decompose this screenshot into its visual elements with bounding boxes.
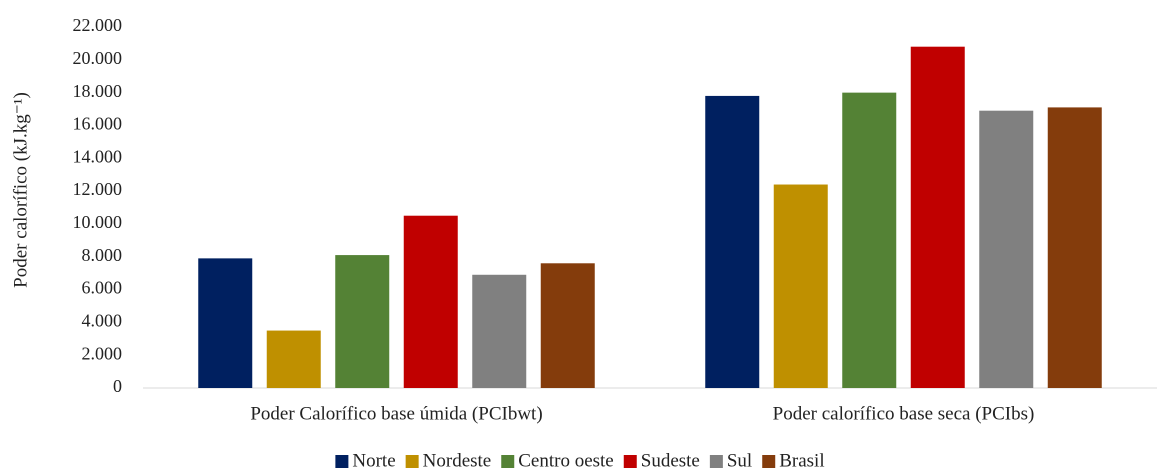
legend-swatch xyxy=(623,455,637,468)
bar xyxy=(472,274,527,388)
y-tick-label: 20.000 xyxy=(73,48,123,68)
legend-swatch xyxy=(335,455,349,468)
y-tick-label: 4.000 xyxy=(82,310,123,330)
legend-label: Nordeste xyxy=(423,450,492,471)
y-tick-label: 18.000 xyxy=(73,81,123,101)
y-tick-label: 22.000 xyxy=(73,15,123,35)
bar xyxy=(266,330,321,388)
bar xyxy=(540,263,595,388)
legend-swatch xyxy=(501,455,515,468)
legend-label: Sudeste xyxy=(641,450,700,471)
y-tick-label: 14.000 xyxy=(73,146,123,166)
bar xyxy=(910,46,965,388)
y-tick-label: 8.000 xyxy=(82,245,123,265)
bar xyxy=(1047,107,1102,389)
legend-label: Brasil xyxy=(779,450,824,471)
legend-label: Norte xyxy=(352,450,395,471)
y-tick-label: 10.000 xyxy=(73,212,123,232)
y-tick-label: 12.000 xyxy=(73,179,123,199)
y-tick-label: 6.000 xyxy=(82,278,123,298)
bar xyxy=(403,215,458,388)
x-tick-label: Poder calorífico base seca (PCIbs) xyxy=(773,403,1035,424)
y-tick-label: 0 xyxy=(113,376,122,396)
legend-swatch xyxy=(709,455,723,468)
bar xyxy=(705,95,760,388)
legend-label: Sul xyxy=(727,450,752,471)
bar xyxy=(979,110,1034,388)
legend-label: Centro oeste xyxy=(518,450,614,471)
bar xyxy=(335,255,390,388)
y-tick-label: 2.000 xyxy=(82,343,123,363)
bar xyxy=(773,184,828,388)
x-tick-label: Poder Calorífico base úmida (PCIbwt) xyxy=(250,403,542,424)
y-tick-label: 16.000 xyxy=(73,114,123,134)
legend-swatch xyxy=(762,455,776,468)
y-axis-label: Poder calorífico (kJ.kg⁻¹) xyxy=(10,92,31,288)
bar xyxy=(842,92,897,389)
legend: Norte Nordeste Centro oeste Sudeste Sul Brasi… xyxy=(335,450,825,471)
legend-swatch xyxy=(405,455,419,468)
bar xyxy=(198,258,253,388)
